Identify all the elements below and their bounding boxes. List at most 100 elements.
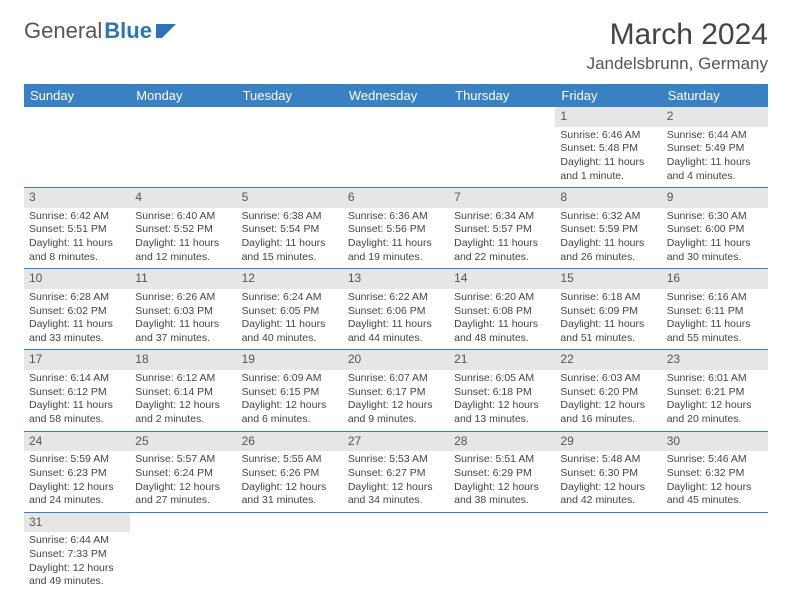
sunset-text: Sunset: 6:03 PM: [135, 305, 231, 319]
weekday-header: Sunday: [24, 84, 130, 107]
sunrise-text: Sunrise: 5:59 AM: [29, 453, 125, 467]
sunrise-text: Sunrise: 6:42 AM: [29, 210, 125, 224]
sunrise-text: Sunrise: 6:24 AM: [242, 291, 338, 305]
logo-flag-icon: [156, 22, 178, 40]
day-number: 1: [555, 107, 661, 127]
calendar-day-cell: 25Sunrise: 5:57 AMSunset: 6:24 PMDayligh…: [130, 431, 236, 512]
daylight-text: Daylight: 11 hours and 55 minutes.: [667, 318, 763, 345]
daylight-text: Daylight: 11 hours and 1 minute.: [560, 156, 656, 183]
sunset-text: Sunset: 6:23 PM: [29, 467, 125, 481]
sunrise-text: Sunrise: 6:30 AM: [667, 210, 763, 224]
calendar-day-cell: 23Sunrise: 6:01 AMSunset: 6:21 PMDayligh…: [662, 350, 768, 431]
sunset-text: Sunset: 6:27 PM: [348, 467, 444, 481]
daylight-text: Daylight: 12 hours and 31 minutes.: [242, 481, 338, 508]
day-number: 6: [343, 188, 449, 208]
calendar-day-cell: 11 Sunrise: 6:26 AMSunset: 6:03 PMDayligh…: [130, 269, 236, 350]
daylight-text: Daylight: 11 hours and 22 minutes.: [454, 237, 550, 264]
sunrise-text: Sunrise: 6:20 AM: [454, 291, 550, 305]
day-content: Sunrise: 6:18 AMSunset: 6:09 PMDaylight:…: [555, 289, 661, 350]
sunrise-text: Sunrise: 6:44 AM: [667, 129, 763, 143]
calendar-day-cell: 21Sunrise: 6:05 AMSunset: 6:18 PMDayligh…: [449, 350, 555, 431]
calendar-day-cell: 8Sunrise: 6:32 AMSunset: 5:59 PMDaylight…: [555, 188, 661, 269]
day-number: 11: [130, 269, 236, 289]
daylight-text: Daylight: 11 hours and 58 minutes.: [29, 399, 125, 426]
calendar-week-row: 1Sunrise: 6:46 AMSunset: 5:48 PMDaylight…: [24, 107, 768, 188]
day-number: 13: [343, 269, 449, 289]
day-content: Sunrise: 6:16 AMSunset: 6:11 PMDaylight:…: [662, 289, 768, 350]
day-content: Sunrise: 5:59 AMSunset: 6:23 PMDaylight:…: [24, 451, 130, 512]
calendar-empty-cell: [449, 107, 555, 188]
sunset-text: Sunset: 5:52 PM: [135, 223, 231, 237]
day-number: 20: [343, 350, 449, 370]
daylight-text: Daylight: 12 hours and 49 minutes.: [29, 562, 125, 589]
day-content: Sunrise: 6:30 AMSunset: 6:00 PMDaylight:…: [662, 208, 768, 269]
daylight-text: Daylight: 12 hours and 2 minutes.: [135, 399, 231, 426]
day-content: Sunrise: 6:09 AMSunset: 6:15 PMDaylight:…: [237, 370, 343, 431]
sunset-text: Sunset: 6:12 PM: [29, 386, 125, 400]
day-number: 23: [662, 350, 768, 370]
calendar-day-cell: 30Sunrise: 5:46 AMSunset: 6:32 PMDayligh…: [662, 431, 768, 512]
sunrise-text: Sunrise: 5:46 AM: [667, 453, 763, 467]
day-number: 24: [24, 432, 130, 452]
sunrise-text: Sunrise: 6:38 AM: [242, 210, 338, 224]
calendar-day-cell: 6Sunrise: 6:36 AMSunset: 5:56 PMDaylight…: [343, 188, 449, 269]
sunset-text: Sunset: 5:54 PM: [242, 223, 338, 237]
calendar-week-row: 17Sunrise: 6:14 AMSunset: 6:12 PMDayligh…: [24, 350, 768, 431]
sunrise-text: Sunrise: 6:22 AM: [348, 291, 444, 305]
sunrise-text: Sunrise: 6:26 AM: [135, 291, 231, 305]
calendar-day-cell: 31Sunrise: 6:44 AMSunset: 7:33 PMDayligh…: [24, 512, 130, 593]
sunset-text: Sunset: 5:57 PM: [454, 223, 550, 237]
day-content: Sunrise: 5:48 AMSunset: 6:30 PMDaylight:…: [555, 451, 661, 512]
day-content: Sunrise: 6:01 AMSunset: 6:21 PMDaylight:…: [662, 370, 768, 431]
weekday-header: Monday: [130, 84, 236, 107]
daylight-text: Daylight: 11 hours and 48 minutes.: [454, 318, 550, 345]
sunrise-text: Sunrise: 6:36 AM: [348, 210, 444, 224]
calendar-empty-cell: [24, 107, 130, 188]
day-number: 30: [662, 432, 768, 452]
daylight-text: Daylight: 12 hours and 9 minutes.: [348, 399, 444, 426]
logo-text-1: General: [24, 18, 102, 44]
daylight-text: Daylight: 11 hours and 15 minutes.: [242, 237, 338, 264]
daylight-text: Daylight: 11 hours and 37 minutes.: [135, 318, 231, 345]
daylight-text: Daylight: 12 hours and 38 minutes.: [454, 481, 550, 508]
daylight-text: Daylight: 11 hours and 40 minutes.: [242, 318, 338, 345]
calendar-day-cell: 9Sunrise: 6:30 AMSunset: 6:00 PMDaylight…: [662, 188, 768, 269]
day-number: 8: [555, 188, 661, 208]
calendar-day-cell: 2Sunrise: 6:44 AMSunset: 5:49 PMDaylight…: [662, 107, 768, 188]
sunset-text: Sunset: 6:29 PM: [454, 467, 550, 481]
daylight-text: Daylight: 11 hours and 30 minutes.: [667, 237, 763, 264]
weekday-header: Thursday: [449, 84, 555, 107]
calendar-empty-cell: [237, 512, 343, 593]
calendar-day-cell: 3Sunrise: 6:42 AMSunset: 5:51 PMDaylight…: [24, 188, 130, 269]
calendar-day-cell: 14Sunrise: 6:20 AMSunset: 6:08 PMDayligh…: [449, 269, 555, 350]
sunrise-text: Sunrise: 6:12 AM: [135, 372, 231, 386]
sunrise-text: Sunrise: 6:09 AM: [242, 372, 338, 386]
header: GeneralBlue March 2024 Jandelsbrunn, Ger…: [24, 18, 768, 74]
sunset-text: Sunset: 6:06 PM: [348, 305, 444, 319]
weekday-header: Saturday: [662, 84, 768, 107]
sunset-text: Sunset: 6:21 PM: [667, 386, 763, 400]
calendar-day-cell: 18Sunrise: 6:12 AMSunset: 6:14 PMDayligh…: [130, 350, 236, 431]
daylight-text: Daylight: 12 hours and 24 minutes.: [29, 481, 125, 508]
day-content: Sunrise: 6:44 AMSunset: 5:49 PMDaylight:…: [662, 127, 768, 188]
calendar-body: 1Sunrise: 6:46 AMSunset: 5:48 PMDaylight…: [24, 107, 768, 593]
sunrise-text: Sunrise: 5:57 AM: [135, 453, 231, 467]
day-number: 2: [662, 107, 768, 127]
sunrise-text: Sunrise: 5:53 AM: [348, 453, 444, 467]
day-content: Sunrise: 6:34 AMSunset: 5:57 PMDaylight:…: [449, 208, 555, 269]
sunrise-text: Sunrise: 5:48 AM: [560, 453, 656, 467]
title-block: March 2024 Jandelsbrunn, Germany: [587, 18, 768, 74]
sunset-text: Sunset: 6:24 PM: [135, 467, 231, 481]
calendar-empty-cell: [130, 512, 236, 593]
calendar-day-cell: 13Sunrise: 6:22 AMSunset: 6:06 PMDayligh…: [343, 269, 449, 350]
day-number: 5: [237, 188, 343, 208]
logo-text-2: Blue: [104, 18, 152, 44]
weekday-header: Tuesday: [237, 84, 343, 107]
sunrise-text: Sunrise: 6:07 AM: [348, 372, 444, 386]
sunset-text: Sunset: 6:14 PM: [135, 386, 231, 400]
sunset-text: Sunset: 5:49 PM: [667, 142, 763, 156]
daylight-text: Daylight: 11 hours and 8 minutes.: [29, 237, 125, 264]
day-content: Sunrise: 6:24 AMSunset: 6:05 PMDaylight:…: [237, 289, 343, 350]
calendar-week-row: 3Sunrise: 6:42 AMSunset: 5:51 PMDaylight…: [24, 188, 768, 269]
calendar-empty-cell: [343, 512, 449, 593]
